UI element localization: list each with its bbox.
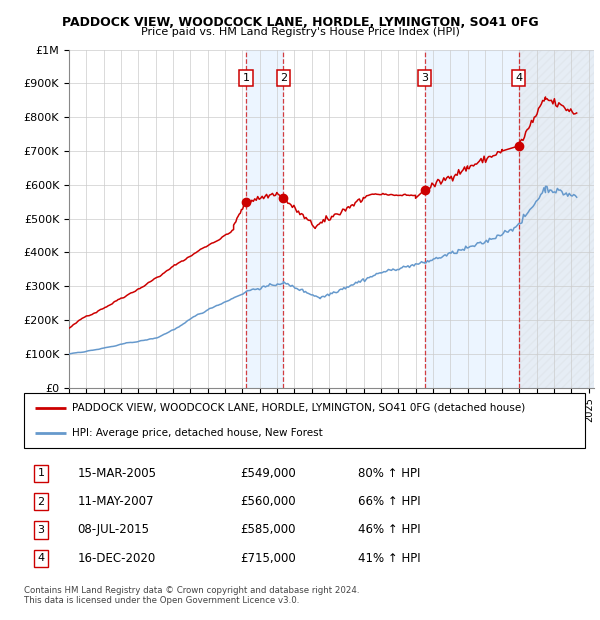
Text: 4: 4 — [37, 553, 44, 564]
Text: 2: 2 — [280, 73, 287, 83]
Text: PADDOCK VIEW, WOODCOCK LANE, HORDLE, LYMINGTON, SO41 0FG (detached house): PADDOCK VIEW, WOODCOCK LANE, HORDLE, LYM… — [71, 403, 525, 413]
Text: 2: 2 — [37, 497, 44, 507]
FancyBboxPatch shape — [24, 393, 585, 448]
Text: 3: 3 — [421, 73, 428, 83]
Text: 41% ↑ HPI: 41% ↑ HPI — [358, 552, 421, 565]
Text: This data is licensed under the Open Government Licence v3.0.: This data is licensed under the Open Gov… — [24, 596, 299, 606]
Text: HPI: Average price, detached house, New Forest: HPI: Average price, detached house, New … — [71, 428, 322, 438]
Text: 08-JUL-2015: 08-JUL-2015 — [77, 523, 149, 536]
Text: 11-MAY-2007: 11-MAY-2007 — [77, 495, 154, 508]
Text: 66% ↑ HPI: 66% ↑ HPI — [358, 495, 421, 508]
Text: 4: 4 — [515, 73, 523, 83]
Bar — [519, 50, 594, 388]
Text: 46% ↑ HPI: 46% ↑ HPI — [358, 523, 421, 536]
Text: 15-MAR-2005: 15-MAR-2005 — [77, 467, 156, 480]
Text: Contains HM Land Registry data © Crown copyright and database right 2024.: Contains HM Land Registry data © Crown c… — [24, 586, 359, 595]
Text: £715,000: £715,000 — [240, 552, 296, 565]
Text: £585,000: £585,000 — [240, 523, 295, 536]
Text: £560,000: £560,000 — [240, 495, 296, 508]
Text: 1: 1 — [37, 468, 44, 478]
Text: PADDOCK VIEW, WOODCOCK LANE, HORDLE, LYMINGTON, SO41 0FG: PADDOCK VIEW, WOODCOCK LANE, HORDLE, LYM… — [62, 16, 538, 29]
Text: Price paid vs. HM Land Registry's House Price Index (HPI): Price paid vs. HM Land Registry's House … — [140, 27, 460, 37]
Text: 80% ↑ HPI: 80% ↑ HPI — [358, 467, 420, 480]
Text: 16-DEC-2020: 16-DEC-2020 — [77, 552, 155, 565]
Text: 1: 1 — [242, 73, 250, 83]
Bar — [425, 50, 519, 388]
Text: 3: 3 — [37, 525, 44, 535]
Bar — [246, 50, 283, 388]
Text: £549,000: £549,000 — [240, 467, 296, 480]
Bar — [519, 50, 594, 388]
